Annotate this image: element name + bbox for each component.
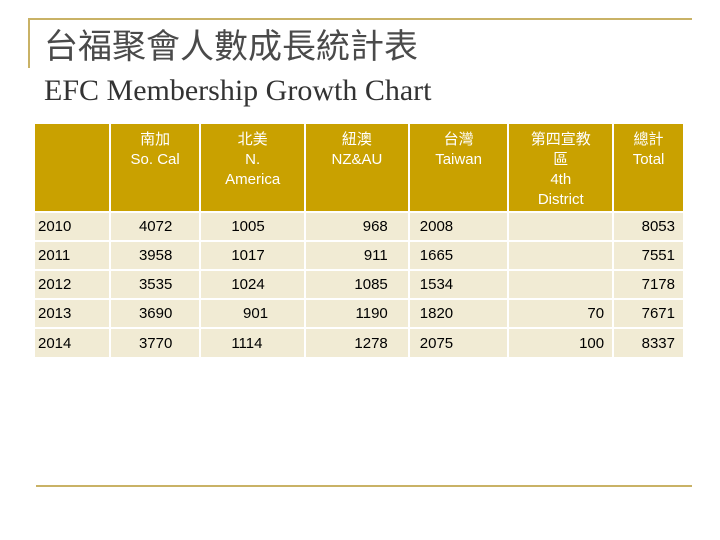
cell-nz-au: 1278 — [305, 327, 410, 357]
cell-year: 2011 — [35, 240, 111, 270]
header-label-line: Total — [632, 151, 665, 168]
table-row: 2013 3690 901 1190 1820 70 7671 — [35, 298, 683, 328]
membership-growth-table: 南加 So. Cal 北美 N. America 紐澳 NZ&AU 台灣 Taiwan 第四宣教區… — [35, 124, 683, 357]
frame-line-left — [28, 18, 30, 68]
cell-nz-au: 968 — [305, 211, 410, 241]
cell-year: 2013 — [35, 298, 111, 328]
cell-taiwan: 2075 — [408, 327, 510, 357]
cell-nz-au: 911 — [305, 240, 410, 270]
cell-n-america: 1114 — [200, 327, 307, 357]
header-label-line: 台灣 — [443, 131, 474, 148]
table-row: 2012 3535 1024 1085 1534 7178 — [35, 269, 683, 299]
header-label-line: 紐澳 — [341, 131, 372, 148]
cell-4th-district: 70 — [508, 298, 615, 328]
cell-4th-district — [508, 269, 615, 299]
header-nz-au: 紐澳 NZ&AU — [305, 124, 410, 212]
header-corner — [35, 124, 111, 212]
cell-taiwan: 1665 — [408, 240, 510, 270]
cell-nz-au: 1085 — [305, 269, 410, 299]
cell-so-cal: 4072 — [109, 211, 202, 241]
cell-n-america: 901 — [200, 298, 307, 328]
header-label-line: 區 — [553, 151, 569, 168]
page-title-english: EFC Membership Growth Chart — [44, 74, 432, 107]
cell-total: 7178 — [613, 269, 683, 299]
header-4th-district: 第四宣教區 4th District — [508, 124, 615, 212]
header-label-line: 第四宣教 — [530, 131, 591, 148]
page-title-chinese: 台福聚會人數成長統計表 — [44, 27, 418, 67]
cell-n-america: 1005 — [200, 211, 307, 241]
cell-4th-district — [508, 240, 615, 270]
cell-so-cal: 3535 — [109, 269, 202, 299]
cell-4th-district: 100 — [508, 327, 615, 357]
frame-line-top — [28, 18, 692, 20]
header-n-america: 北美 N. America — [200, 124, 307, 212]
header-label-line: N. — [245, 151, 261, 168]
cell-4th-district — [508, 211, 615, 241]
header-label-line: 北美 — [237, 131, 268, 148]
cell-taiwan: 2008 — [408, 211, 510, 241]
cell-n-america: 1017 — [200, 240, 307, 270]
cell-so-cal: 3690 — [109, 298, 202, 328]
header-total: 總計 Total — [613, 124, 683, 212]
header-so-cal: 南加 So. Cal — [109, 124, 202, 212]
table-body: 2010 4072 1005 968 2008 8053 2011 3958 1017 911 16… — [35, 211, 683, 357]
cell-total: 8053 — [613, 211, 683, 241]
header-label-line: America — [225, 171, 281, 188]
header-label-line: NZ&AU — [331, 151, 383, 168]
cell-so-cal: 3770 — [109, 327, 202, 357]
frame-line-bottom — [36, 485, 692, 487]
header-taiwan: 台灣 Taiwan — [408, 124, 510, 212]
header-label-line: District — [537, 191, 584, 208]
table-row: 2014 3770 1114 1278 2075 100 8337 — [35, 327, 683, 357]
cell-taiwan: 1820 — [408, 298, 510, 328]
cell-year: 2014 — [35, 327, 111, 357]
table-row: 2011 3958 1017 911 1665 7551 — [35, 240, 683, 270]
cell-n-america: 1024 — [200, 269, 307, 299]
cell-total: 7671 — [613, 298, 683, 328]
table-row: 2010 4072 1005 968 2008 8053 — [35, 211, 683, 241]
header-label-line: Taiwan — [435, 151, 482, 168]
header-label-line: 南加 — [140, 131, 171, 148]
cell-year: 2012 — [35, 269, 111, 299]
cell-total: 8337 — [613, 327, 683, 357]
cell-total: 7551 — [613, 240, 683, 270]
header-label-line: So. Cal — [130, 151, 180, 168]
cell-year: 2010 — [35, 211, 111, 241]
cell-so-cal: 3958 — [109, 240, 202, 270]
header-label-line: 4th — [550, 171, 572, 188]
cell-nz-au: 1190 — [305, 298, 410, 328]
table-header-row: 南加 So. Cal 北美 N. America 紐澳 NZ&AU 台灣 Taiwan 第四宣教區… — [35, 124, 683, 212]
header-label-line: 總計 — [633, 131, 664, 148]
cell-taiwan: 1534 — [408, 269, 510, 299]
